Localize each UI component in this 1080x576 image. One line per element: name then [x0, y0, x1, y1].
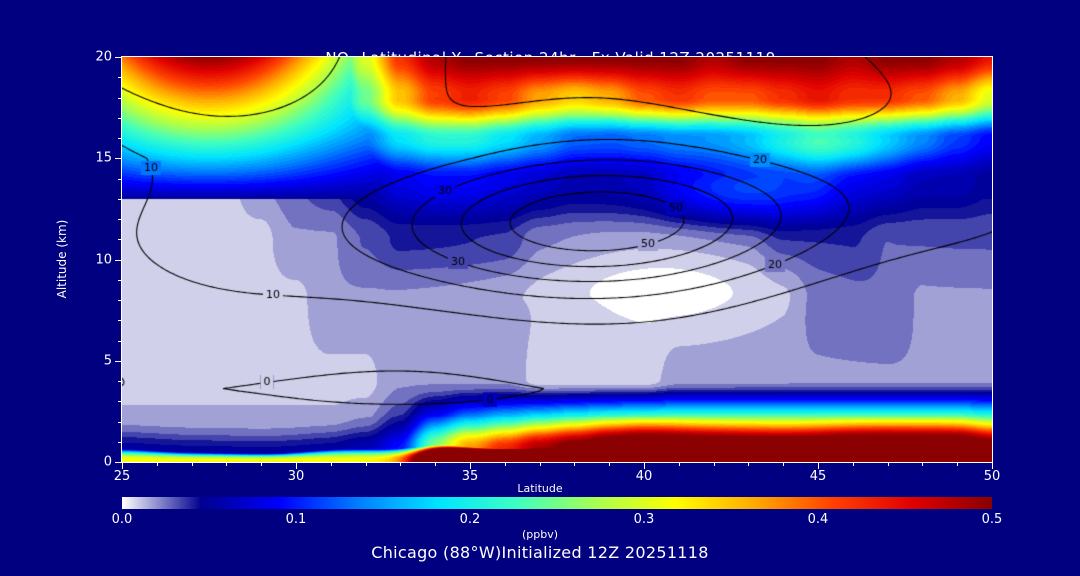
y-axis-tick: [118, 198, 122, 200]
x-axis-tick: [365, 462, 367, 466]
x-axis-tick: [122, 462, 123, 469]
y-axis-tick: [118, 138, 122, 139]
x-axis-tick: [296, 462, 297, 469]
y-axis-title: Altitude (km): [55, 219, 69, 299]
x-axis-tick: [470, 462, 471, 469]
x-axis-tick: [644, 462, 645, 469]
x-axis-tick: [400, 462, 402, 466]
x-axis-tick-label: 35: [461, 469, 479, 484]
x-axis-tick: [748, 462, 750, 466]
colorbar-tick-label: 0.3: [633, 512, 655, 527]
x-axis-tick: [678, 462, 680, 466]
x-axis-title: Latitude: [517, 482, 563, 495]
y-axis-tick: [115, 360, 122, 362]
x-axis-tick: [435, 462, 437, 466]
x-axis-tick: [957, 462, 959, 466]
x-axis-tick: [504, 462, 506, 466]
colorbar-tick-label: 0.2: [459, 512, 481, 527]
x-axis-tick: [609, 462, 611, 466]
y-axis-tick: [118, 300, 122, 301]
y-axis-tick: [118, 401, 122, 403]
y-axis-tick: [118, 219, 122, 220]
y-axis-tick: [118, 97, 122, 99]
y-axis-tick-label: 15: [95, 150, 112, 166]
y-axis-tick-label: 20: [95, 49, 112, 65]
y-axis-tick: [118, 381, 122, 382]
colorbar-tick-label: 0.1: [285, 512, 307, 527]
colorbar-gradient: [122, 497, 992, 509]
colorbar-unit-label: (ppbv): [521, 528, 559, 541]
y-axis-tick: [115, 259, 122, 261]
y-axis-tick: [118, 441, 122, 443]
colorbar-tick-label: 0.4: [807, 512, 829, 527]
x-axis-tick: [226, 462, 228, 466]
cross-section-heatmap: [122, 57, 992, 462]
x-axis-tick-label: 30: [287, 469, 305, 484]
plot-area[interactable]: [121, 56, 993, 463]
y-axis-tick: [118, 239, 122, 241]
x-axis-tick: [783, 462, 785, 466]
x-axis-tick-label: 40: [635, 469, 653, 484]
y-axis-tick: [118, 117, 122, 119]
x-axis-tick: [191, 462, 193, 466]
colorbar-tick-label: 0.0: [111, 512, 133, 527]
x-axis-tick: [887, 462, 889, 466]
x-axis-tick: [992, 462, 993, 469]
x-axis-tick: [156, 462, 158, 466]
x-axis-tick: [922, 462, 924, 466]
y-axis-tick: [118, 77, 122, 79]
y-axis-tick-label: 10: [95, 252, 112, 267]
y-axis-tick-label: 0: [103, 454, 112, 470]
x-axis-tick-label: 45: [809, 469, 827, 484]
x-axis-tick: [713, 462, 715, 466]
colorbar-tick-label: 0.5: [981, 512, 1003, 527]
x-axis-tick: [818, 462, 819, 469]
x-axis-tick: [330, 462, 332, 466]
x-axis-tick: [574, 462, 576, 466]
y-axis-tick: [115, 57, 122, 58]
x-axis-tick: [539, 462, 541, 466]
x-axis-tick: [852, 462, 854, 466]
y-axis-tick: [115, 462, 122, 463]
y-axis-tick-label: 5: [103, 353, 112, 369]
colorbar[interactable]: [122, 497, 992, 509]
y-axis-tick: [118, 178, 122, 180]
y-axis-tick: [118, 421, 122, 423]
y-axis-tick: [115, 158, 122, 160]
x-axis-tick-label: 50: [983, 469, 1001, 484]
y-axis-tick: [118, 340, 122, 342]
x-axis-tick-label: 25: [113, 469, 131, 484]
y-axis-tick: [118, 279, 122, 281]
x-axis-tick: [261, 462, 263, 466]
figure-caption: Chicago (88°W)Initialized 12Z 20251118: [371, 543, 709, 562]
y-axis-tick: [118, 320, 122, 322]
